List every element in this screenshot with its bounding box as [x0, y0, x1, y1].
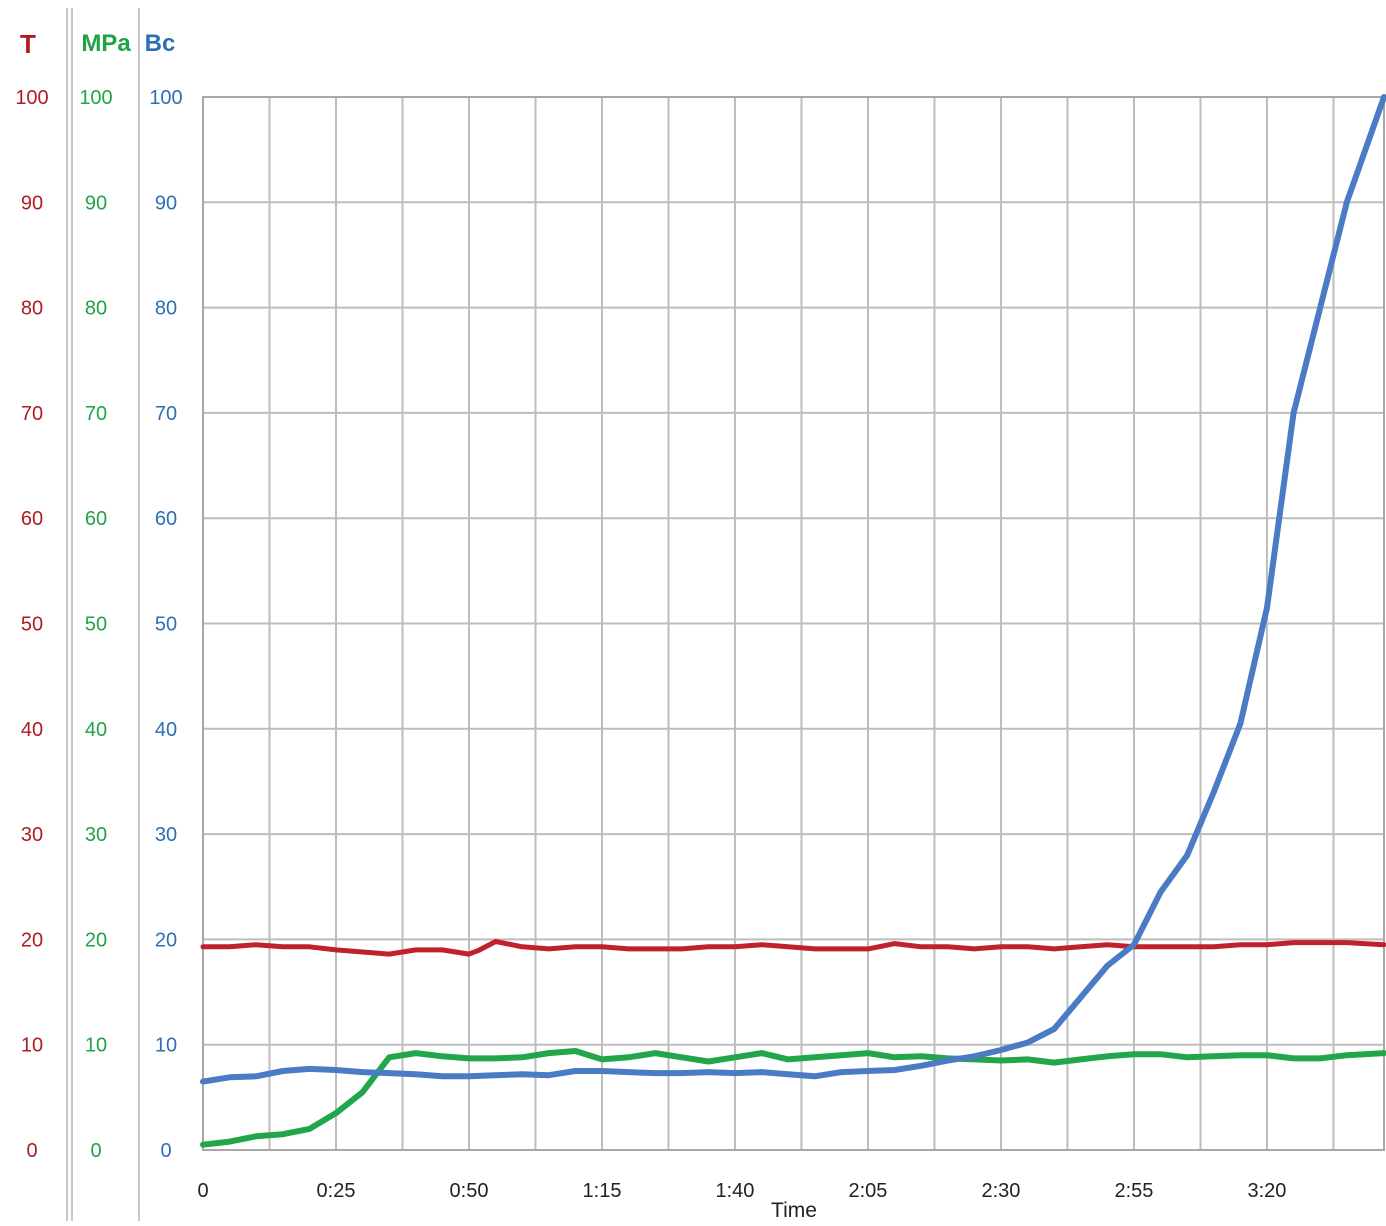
t-tick-label: 0	[26, 1140, 37, 1162]
x-tick-label: 0:50	[450, 1180, 489, 1202]
t-tick-label: 100	[15, 87, 48, 109]
t-tick-label: 80	[21, 298, 43, 320]
mpa-tick-label: 50	[85, 614, 107, 636]
x-axis-label: Time	[771, 1199, 817, 1221]
bc-tick-label: 20	[155, 929, 177, 951]
x-tick-label: 2:30	[982, 1180, 1021, 1202]
bc-tick-label: 60	[155, 508, 177, 530]
bc-tick-label: 100	[149, 87, 182, 109]
x-tick-label: 2:05	[849, 1180, 888, 1202]
x-tick-label: 2:55	[1114, 1180, 1153, 1202]
mpa-tick-label: 60	[85, 508, 107, 530]
x-tick-label: 3:20	[1247, 1180, 1286, 1202]
t-tick-label: 50	[21, 614, 43, 636]
x-tick-label: 0	[197, 1180, 208, 1202]
bc-tick-label: 40	[155, 719, 177, 741]
mpa-tick-label: 0	[90, 1140, 101, 1162]
t-tick-label: 40	[21, 719, 43, 741]
mpa-tick-label: 20	[85, 929, 107, 951]
x-tick-label: 0:25	[317, 1180, 356, 1202]
bc-tick-label: 30	[155, 824, 177, 846]
mpa-axis-title: MPa	[81, 30, 131, 57]
bc-tick-label: 70	[155, 403, 177, 425]
bc-tick-label: 0	[160, 1140, 171, 1162]
bc-tick-label: 90	[155, 192, 177, 214]
t-tick-label: 90	[21, 192, 43, 214]
mpa-tick-label: 40	[85, 719, 107, 741]
t-tick-label: 20	[21, 929, 43, 951]
bc-axis-title: Bc	[145, 30, 176, 57]
t-tick-label: 10	[21, 1035, 43, 1057]
bc-tick-label: 10	[155, 1035, 177, 1057]
t-tick-label: 70	[21, 403, 43, 425]
x-tick-label: 1:15	[583, 1180, 622, 1202]
t-axis-title: T	[20, 29, 36, 59]
x-tick-label: 1:40	[716, 1180, 755, 1202]
t-tick-label: 30	[21, 824, 43, 846]
mpa-tick-label: 100	[79, 87, 112, 109]
mpa-tick-label: 90	[85, 192, 107, 214]
mpa-tick-label: 70	[85, 403, 107, 425]
mpa-tick-label: 30	[85, 824, 107, 846]
mpa-tick-label: 80	[85, 298, 107, 320]
t-tick-label: 60	[21, 508, 43, 530]
bc-tick-label: 80	[155, 298, 177, 320]
bc-tick-label: 50	[155, 614, 177, 636]
mpa-tick-label: 10	[85, 1035, 107, 1057]
